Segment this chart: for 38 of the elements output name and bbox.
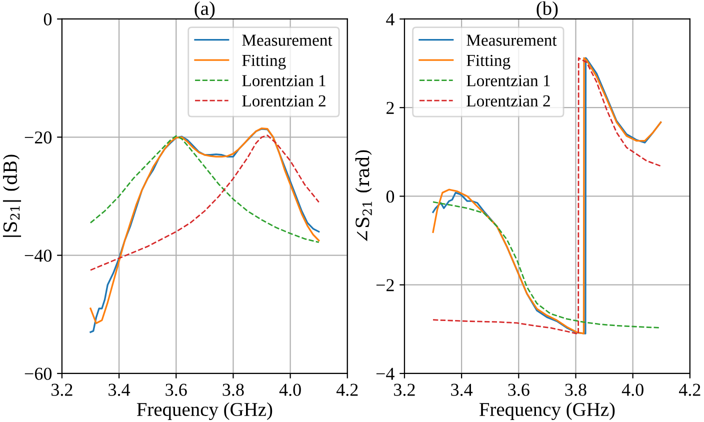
y-tick-label: −60 [24,368,52,380]
x-tick-label: 3.4 [108,384,130,396]
y-tick-label: 0 [386,190,394,203]
chart-title: (a) [194,1,215,19]
x-tick-label: 3.2 [52,384,72,396]
legend-label: Measurement [242,34,332,46]
x-tick-label: 3.6 [166,384,187,396]
legend-label: Lorentzian 2 [242,95,326,107]
y-axis-title: |S$_{21}$| (dB) [2,154,22,237]
legend-label: Lorentzian 2 [466,95,550,107]
y-tick-label: −20 [24,131,52,144]
x-tick-label: 4.2 [678,384,700,396]
y-axis-title: ∠S$_{21}$ (rad) [355,150,372,242]
y-tick-label: 4 [386,13,394,26]
y-tick-label: 0 [44,13,52,26]
x-axis-title: Frequency (GHz) [479,402,615,420]
x-tick-label: 4.2 [336,384,358,396]
legend-label: Fitting [242,54,286,70]
y-tick-label: −2 [376,279,394,292]
legend-label: Fitting [466,54,510,70]
line-series [90,134,320,271]
x-tick-label: 3.6 [508,384,530,396]
x-tick-label: 4.0 [279,384,301,396]
x-tick-label: 3.8 [222,384,244,396]
x-tick-label: 3.2 [394,384,415,396]
x-tick-label: 3.4 [451,384,473,396]
chart-title: (b) [536,1,558,19]
line-series [432,201,662,329]
x-axis-title: Frequency (GHz) [136,402,272,420]
line-series [90,135,320,244]
y-tick-label: −40 [24,250,52,262]
y-tick-label: −4 [376,368,394,380]
x-tick-label: 4.0 [622,384,644,396]
legend-label: Lorentzian 1 [466,75,550,86]
y-tick-label: 2 [386,102,394,114]
legend-label: Measurement [466,34,557,46]
legend-label: Lorentzian 1 [242,75,326,86]
x-tick-label: 3.8 [565,384,586,396]
